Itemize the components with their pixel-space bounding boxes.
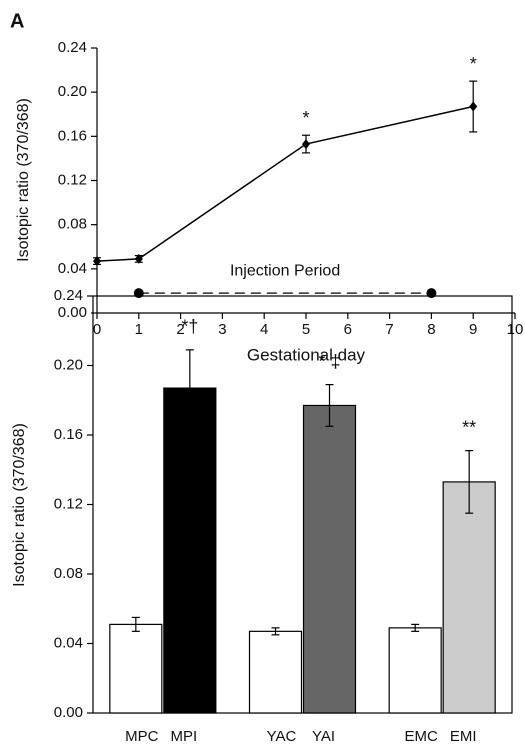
x-tick-label: 9	[469, 321, 477, 338]
y-tick-label: 0.08	[58, 216, 87, 233]
data-line	[96, 105, 474, 262]
x-tick-label: MPI	[170, 728, 197, 745]
bar	[109, 623, 163, 714]
injection-end	[426, 288, 437, 299]
y-tick-label: 0.08	[54, 565, 83, 582]
plot-frame	[92, 295, 513, 714]
bar	[163, 387, 217, 714]
bar	[388, 627, 442, 714]
y-tick-label: 0.04	[58, 260, 87, 277]
data-point	[302, 139, 310, 150]
annotation: * ‡	[318, 351, 340, 371]
y-tick-label: 0.20	[58, 83, 87, 100]
annotation: *	[470, 54, 477, 74]
y-tick-label: 0.12	[58, 171, 87, 188]
injection-label: Injection Period	[230, 262, 340, 279]
data-point	[134, 253, 143, 264]
y-axis-label: Isotopic ratio (370/368)	[15, 98, 32, 262]
x-tick-label: 3	[218, 321, 226, 338]
x-tick-label: YAC	[267, 728, 297, 745]
x-tick-label: 7	[385, 321, 393, 338]
y-tick-label: 0.16	[54, 426, 83, 443]
y-tick-label: 0.00	[54, 704, 83, 721]
x-axis-label: Gestational day	[247, 345, 366, 364]
x-tick-label: 6	[344, 321, 352, 338]
x-tick-label: 0	[93, 321, 101, 338]
y-tick-label: 0.24	[54, 287, 83, 304]
x-tick-label: 4	[260, 321, 268, 338]
x-tick-label: EMC	[404, 728, 438, 745]
data-point	[469, 101, 478, 112]
y-axis-label: Isotopic ratio (370/368)	[11, 423, 28, 587]
x-tick-label: YAI	[312, 728, 335, 745]
annotation: *†	[181, 317, 198, 337]
bar	[248, 630, 303, 714]
x-tick-label: 1	[135, 321, 143, 338]
y-tick-label: 0.00	[58, 304, 87, 321]
x-tick-label: 10	[507, 321, 524, 338]
injection-end	[133, 288, 144, 299]
x-tick-label: EMI	[450, 728, 477, 745]
annotation: **	[462, 417, 476, 437]
data-point	[93, 256, 101, 267]
y-tick-label: 0.16	[58, 127, 87, 144]
annotation: *	[302, 108, 309, 128]
y-tick-label: 0.12	[54, 495, 83, 512]
y-tick-label: 0.04	[54, 634, 83, 651]
y-tick-label: 0.24	[58, 39, 87, 56]
y-tick-label: 0.20	[54, 356, 83, 373]
x-tick-label: 5	[302, 321, 310, 338]
x-tick-label: 2	[176, 321, 184, 338]
x-tick-label: MPC	[125, 728, 159, 745]
bar	[442, 481, 496, 714]
panel-label: A	[10, 10, 24, 32]
bar	[302, 404, 357, 714]
x-tick-label: 8	[427, 321, 435, 338]
